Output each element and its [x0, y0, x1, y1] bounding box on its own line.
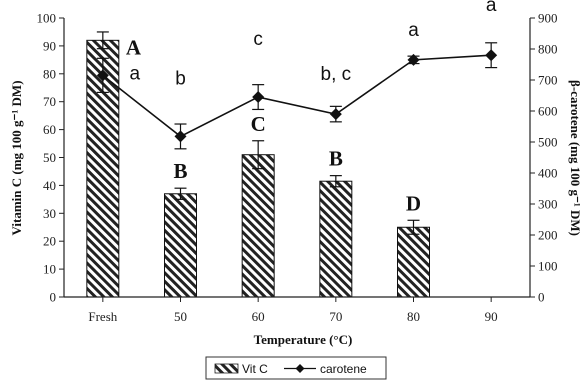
bar-vitc — [241, 154, 275, 298]
legend-label-carotene: carotene — [320, 362, 367, 376]
y-left-tick-label: 40 — [43, 178, 56, 193]
significance-letter-carotene: a — [130, 63, 141, 84]
y-left-tick-label: 50 — [43, 150, 56, 165]
y-left-tick-label: 10 — [43, 262, 56, 277]
significance-letter-vitc: C — [251, 112, 266, 136]
y-left-tick-label: 70 — [43, 94, 56, 109]
y-right-tick-label: 400 — [538, 166, 558, 181]
point-carotene — [485, 49, 498, 62]
line-carotene — [102, 54, 492, 138]
y-right-tick-label: 600 — [538, 104, 558, 119]
y-left-tick-label: 60 — [43, 122, 56, 137]
legend-marker-carotene — [295, 364, 305, 373]
legend-label-vitc: Vit C — [242, 362, 268, 376]
significance-letter-vitc: D — [406, 191, 421, 215]
bar-vitc — [319, 180, 353, 298]
point-carotene — [174, 130, 187, 143]
significance-letter-vitc: B — [329, 147, 343, 171]
point-carotene — [329, 108, 342, 121]
point-carotene — [96, 69, 109, 82]
x-tick-label: Fresh — [88, 309, 117, 324]
y-right-tick-label: 0 — [538, 290, 545, 305]
legend: Vit C carotene — [205, 356, 387, 380]
x-tick-label: 60 — [252, 309, 265, 324]
y-right-tick-label: 300 — [538, 197, 558, 212]
y-left-tick-label: 30 — [43, 206, 56, 221]
x-tick-label: 50 — [174, 309, 187, 324]
chart-marks: A B C B Da b c b, c a a — [86, 0, 498, 298]
y-right-tick-label: 200 — [538, 228, 558, 243]
point-carotene — [252, 91, 265, 104]
y-right-tick-label: 500 — [538, 135, 558, 150]
y-left-tick-label: 90 — [43, 38, 56, 53]
y-right-tick-label: 900 — [538, 11, 558, 26]
y-left-tick-label: 100 — [37, 11, 57, 26]
significance-letter-carotene: b — [175, 68, 186, 89]
significance-letter-carotene: c — [253, 29, 263, 50]
y-right-tick-label: 700 — [538, 73, 558, 88]
y-left-tick-label: 0 — [50, 290, 57, 305]
x-tick-label: 80 — [407, 309, 420, 324]
significance-letter-vitc: B — [173, 159, 187, 183]
y-right-tick-label: 100 — [538, 259, 558, 274]
significance-letter-vitc: A — [126, 35, 142, 59]
point-carotene — [407, 53, 420, 66]
y-axis-right-title: β-carotene (mg 100 g⁻¹ DM) — [568, 80, 583, 236]
significance-letter-carotene: b, c — [321, 64, 352, 85]
x-axis-title: Temperature (°C) — [254, 332, 353, 347]
axes: 0 10 20 30 40 50 60 70 80 90 100 0 100 200 300 400 500 60… — [37, 11, 558, 325]
y-axis-left-title: Vitamin C (mg 100 g⁻¹ DM) — [9, 80, 24, 235]
x-tick-label: 70 — [329, 309, 342, 324]
x-tick-label: 90 — [485, 309, 498, 324]
legend-swatch-vitc — [214, 363, 239, 374]
significance-letter-carotene: a — [486, 0, 497, 16]
y-right-tick-label: 800 — [538, 42, 558, 57]
bar-vitc — [397, 226, 430, 298]
y-left-tick-label: 80 — [43, 66, 56, 81]
y-left-tick-label: 20 — [43, 234, 56, 249]
bar-vitc — [164, 193, 197, 298]
significance-letter-carotene: a — [408, 20, 419, 41]
